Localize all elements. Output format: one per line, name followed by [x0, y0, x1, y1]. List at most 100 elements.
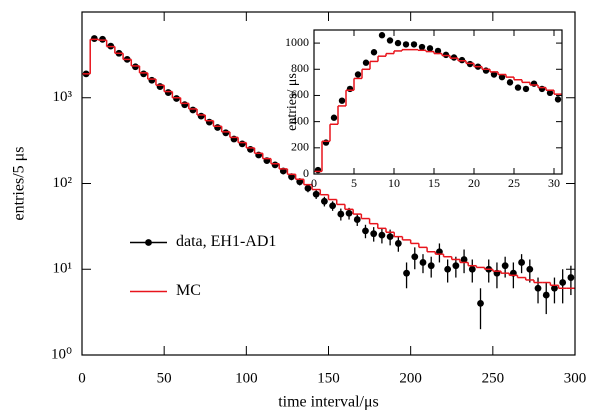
- data-point: [320, 197, 328, 205]
- data-point: [402, 41, 410, 48]
- data-point: [434, 47, 442, 55]
- x-tick-label: 0: [311, 176, 317, 190]
- data-point: [452, 262, 460, 270]
- frame: [81, 11, 576, 356]
- data-point: [542, 291, 550, 299]
- data-point: [156, 83, 164, 90]
- data-point: [411, 253, 419, 261]
- data-point: [329, 202, 337, 210]
- data-point: [498, 73, 506, 81]
- x-tick-label: 25: [508, 176, 520, 190]
- data-point: [271, 161, 279, 169]
- y-tick-label: 1000: [285, 35, 309, 49]
- x-tick-label: 300: [564, 370, 587, 386]
- x-tick-label: 150: [317, 370, 340, 386]
- data-point: [426, 45, 434, 52]
- data-point: [460, 256, 468, 263]
- data-point: [205, 118, 213, 126]
- data-point: [181, 101, 189, 109]
- data-point: [394, 39, 402, 47]
- plot-area: [82, 35, 575, 330]
- data-point: [132, 63, 139, 71]
- data-point: [403, 269, 410, 277]
- data-point: [554, 96, 562, 103]
- data-point: [378, 32, 386, 39]
- y-tick-label: 10⁰: [51, 346, 72, 362]
- data-point: [370, 49, 378, 56]
- data-point: [148, 76, 156, 84]
- legend-label: data, EH1-AD1: [176, 233, 276, 250]
- data-point: [386, 233, 394, 241]
- data-point: [189, 106, 197, 114]
- data-point: [506, 79, 514, 86]
- data-point: [304, 184, 312, 192]
- data-point: [534, 284, 542, 292]
- y-tick-label: 0: [303, 166, 309, 180]
- data-point: [338, 97, 346, 104]
- data-point: [214, 124, 221, 131]
- inset-plot: 0 5 10 15 20 25 30 0 200 400 600 800 1000 entries/ μs: [285, 29, 563, 190]
- x-tick-label: 200: [399, 370, 422, 386]
- data-point: [322, 139, 330, 146]
- frame: [313, 29, 563, 175]
- data-point: [514, 84, 522, 91]
- data-point: [567, 274, 575, 281]
- data-point: [354, 71, 362, 78]
- data-point: [164, 89, 172, 96]
- data-point: [314, 166, 322, 174]
- x-tick-label: 10: [388, 176, 400, 190]
- data-point: [362, 59, 370, 66]
- data-point: [538, 85, 546, 93]
- x-tick-label: 100: [235, 370, 258, 386]
- data-point: [444, 265, 452, 273]
- data-point: [346, 85, 354, 93]
- data-point: [197, 112, 205, 120]
- plot-area: [314, 32, 562, 174]
- data-point: [247, 145, 254, 153]
- data-point: [140, 70, 148, 78]
- x-tick-label: 250: [482, 370, 505, 386]
- data-point: [546, 89, 554, 97]
- data-point: [370, 230, 378, 238]
- data-point: [482, 67, 490, 74]
- data-point: [330, 114, 338, 121]
- x-axis-label: time interval/μs: [278, 394, 379, 411]
- data-point: [490, 71, 498, 78]
- x-tick-label: 30: [548, 176, 560, 190]
- data-point: [427, 262, 435, 270]
- data-point: [394, 240, 402, 247]
- x-tick-label: 5: [351, 176, 357, 190]
- data-point: [518, 259, 525, 266]
- data-point: [337, 210, 345, 218]
- y-tick-label: 800: [291, 61, 309, 75]
- data-point: [386, 37, 394, 44]
- y-tick-label: 600: [291, 87, 309, 101]
- x-tick-label: 20: [468, 176, 480, 190]
- legend-label: MC: [176, 282, 201, 299]
- data-point: [238, 140, 246, 148]
- data-point: [312, 190, 320, 198]
- legend-marker: [145, 239, 152, 246]
- data-point: [362, 227, 369, 235]
- data-point: [222, 129, 230, 137]
- data-point: [559, 279, 567, 286]
- data-point: [90, 35, 98, 42]
- y-axis-label: entries/ μs: [285, 73, 300, 131]
- x-tick-label: 15: [428, 176, 440, 190]
- data-point: [99, 35, 106, 43]
- y-axis-label: entries/5 μs: [11, 147, 28, 221]
- data-point: [378, 231, 386, 239]
- data-point: [526, 265, 534, 273]
- data-point: [501, 262, 509, 270]
- data-point: [468, 265, 476, 273]
- data-point: [530, 80, 538, 87]
- data-point: [345, 209, 353, 217]
- data-point: [410, 41, 418, 48]
- data-point: [353, 216, 361, 223]
- data-point: [173, 95, 180, 102]
- x-tick-label: 0: [78, 370, 86, 386]
- y-tick-label: 200: [291, 140, 309, 154]
